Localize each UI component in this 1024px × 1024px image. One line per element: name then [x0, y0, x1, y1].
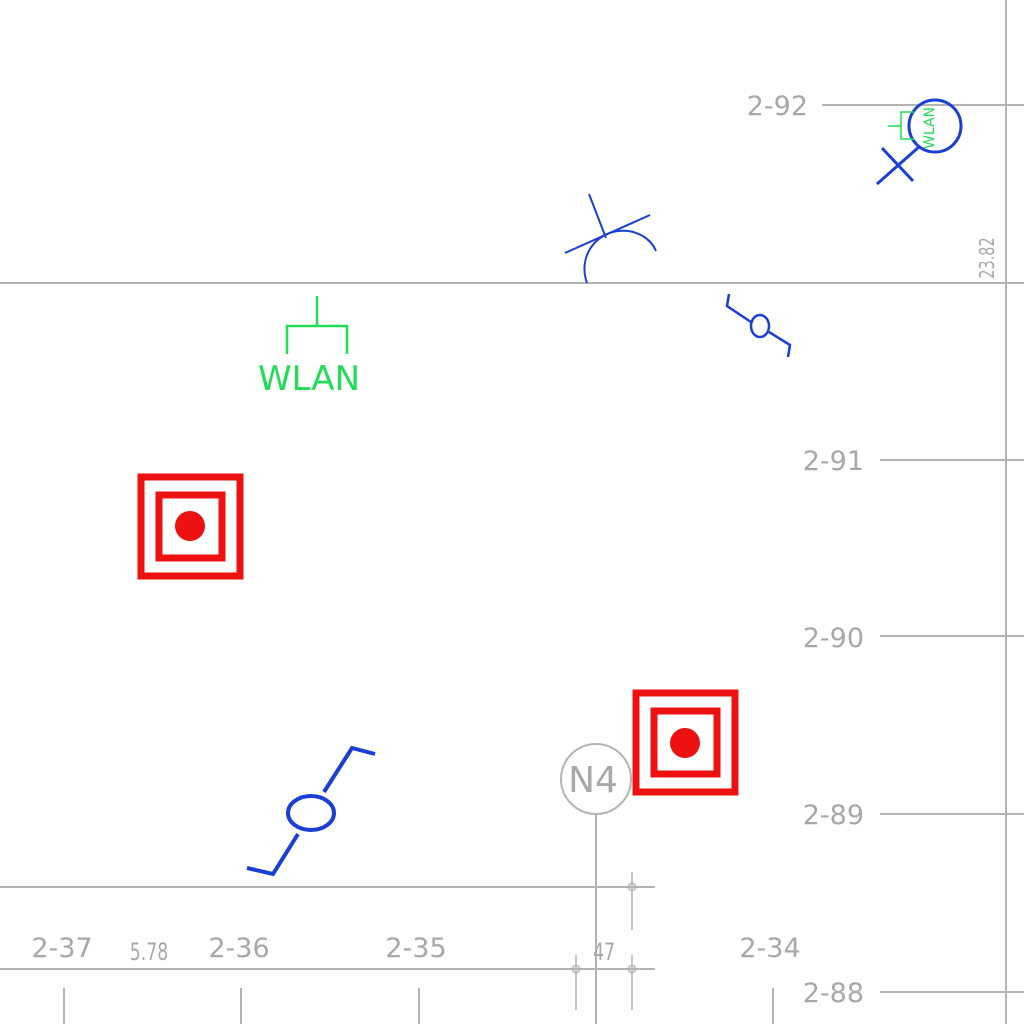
- wlan-access-point-icon: WLAN: [258, 296, 360, 399]
- wlan-small-label: WLAN: [922, 107, 938, 149]
- dimension-node-a: [627, 882, 637, 892]
- red-target-dot: [175, 511, 205, 541]
- dimension-label-23-82: 23.82: [976, 237, 999, 278]
- red-target-dot: [670, 728, 700, 758]
- luminaire-symbol: [564, 193, 657, 284]
- switch-symbol-large: [246, 745, 376, 877]
- wlan-label: WLAN: [258, 359, 360, 399]
- red-target-symbol-right: [632, 689, 739, 796]
- column-label-2-36: 2-36: [208, 933, 269, 964]
- row-label-2-90: 2-90: [803, 623, 864, 654]
- dimension-node-b: [571, 964, 581, 974]
- column-label-2-37: 2-37: [31, 933, 92, 964]
- row-label-2-92: 2-92: [747, 91, 808, 122]
- grid-marker-label: N4: [568, 760, 618, 801]
- grid-labels: 2-92 2-91 2-90 2-89 2-88 2-37 2-36 2-35 …: [31, 91, 999, 1009]
- grid-marker-n4: N4: [560, 743, 632, 815]
- row-label-2-89: 2-89: [803, 800, 864, 831]
- grid-marker-circle: [560, 743, 632, 815]
- row-label-2-91: 2-91: [803, 446, 864, 477]
- dimension-label-5-78: 5.78: [130, 939, 168, 967]
- dimension-label-47: 47: [593, 939, 615, 967]
- row-label-2-88: 2-88: [803, 978, 864, 1009]
- switch-symbol-small: [725, 293, 792, 358]
- red-target-symbol-left: [137, 473, 244, 580]
- wlan-ceiling-access-point-icon: WLAN: [876, 98, 963, 186]
- dimension-node-c: [627, 964, 637, 974]
- column-label-2-34: 2-34: [739, 933, 800, 964]
- column-label-2-35: 2-35: [385, 933, 446, 964]
